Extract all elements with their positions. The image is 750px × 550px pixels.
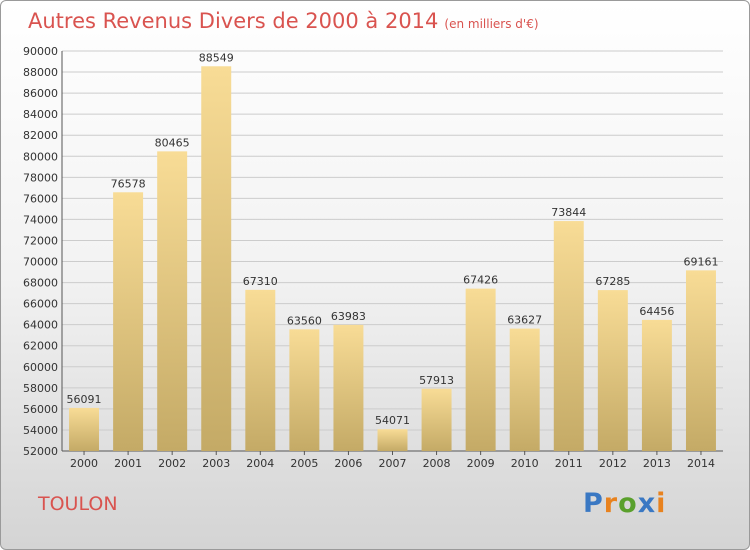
x-tick-label-2002: 2002 <box>158 457 186 470</box>
logo-letter-p: P <box>583 488 604 519</box>
y-tick-label: 60000 <box>23 361 58 374</box>
y-tick-label: 66000 <box>23 298 58 311</box>
x-tick-label-2013: 2013 <box>643 457 671 470</box>
value-label-2007: 54071 <box>375 414 410 427</box>
x-tick-label-2006: 2006 <box>334 457 362 470</box>
bar-2009 <box>465 288 496 451</box>
x-tick-label-2005: 2005 <box>290 457 318 470</box>
y-tick-label: 68000 <box>23 277 58 290</box>
bar-2000 <box>69 407 100 451</box>
logo-letter-o: o <box>618 488 638 519</box>
y-tick-label: 78000 <box>23 171 58 184</box>
chart-title-text: Autres Revenus Divers de 2000 à 2014 <box>28 9 439 33</box>
x-tick-label-2000: 2000 <box>70 457 98 470</box>
x-tick-label-2010: 2010 <box>511 457 539 470</box>
x-tick-label-2009: 2009 <box>467 457 495 470</box>
bar-2001 <box>113 192 144 451</box>
y-tick-label: 74000 <box>23 213 58 226</box>
bar-2011 <box>553 221 584 451</box>
value-label-2014: 69161 <box>683 255 718 268</box>
y-tick-label: 86000 <box>23 87 58 100</box>
value-label-2003: 88549 <box>199 51 234 64</box>
value-label-2005: 63560 <box>287 314 322 327</box>
logo-letter-i: i <box>656 488 667 519</box>
bar-2003 <box>201 66 232 451</box>
value-label-2012: 67285 <box>595 275 630 288</box>
proxiti-logo: Proxi <box>583 488 666 519</box>
y-tick-label: 56000 <box>23 403 58 416</box>
value-label-2001: 76578 <box>111 177 146 190</box>
bar-2012 <box>597 290 628 451</box>
x-tick-label-2001: 2001 <box>114 457 142 470</box>
value-label-2004: 67310 <box>243 275 278 288</box>
chart-title: Autres Revenus Divers de 2000 à 2014 (en … <box>28 9 539 33</box>
value-label-2002: 80465 <box>155 136 190 149</box>
y-tick-label: 76000 <box>23 192 58 205</box>
bar-2008 <box>421 388 452 451</box>
y-tick-label: 58000 <box>23 382 58 395</box>
y-tick-label: 90000 <box>23 45 58 58</box>
value-label-2013: 64456 <box>639 305 674 318</box>
y-tick-label: 84000 <box>23 108 58 121</box>
x-tick-label-2004: 2004 <box>246 457 274 470</box>
y-tick-label: 80000 <box>23 150 58 163</box>
y-tick-label: 62000 <box>23 340 58 353</box>
chart-unit: (en milliers d'€) <box>444 17 539 31</box>
bar-2010 <box>509 328 540 451</box>
value-label-2009: 67426 <box>463 274 498 287</box>
y-tick-label: 72000 <box>23 234 58 247</box>
x-tick-label-2014: 2014 <box>687 457 715 470</box>
bar-2013 <box>641 319 672 451</box>
bar-2005 <box>289 329 320 451</box>
value-label-2006: 63983 <box>331 310 366 323</box>
value-label-2010: 63627 <box>507 314 542 327</box>
x-tick-label-2011: 2011 <box>555 457 583 470</box>
x-tick-label-2012: 2012 <box>599 457 627 470</box>
bar-2014 <box>685 270 716 451</box>
city-label: TOULON <box>38 493 118 515</box>
y-tick-label: 52000 <box>23 445 58 458</box>
bar-2004 <box>245 289 276 451</box>
bar-2006 <box>333 324 364 451</box>
y-tick-label: 64000 <box>23 319 58 332</box>
logo-letter-x: x <box>637 488 657 519</box>
bar-2002 <box>157 151 188 452</box>
y-tick-label: 70000 <box>23 256 58 269</box>
value-label-2008: 57913 <box>419 374 454 387</box>
value-label-2000: 56091 <box>67 393 102 406</box>
value-label-2011: 73844 <box>551 206 586 219</box>
bar-2007 <box>377 429 408 451</box>
y-tick-label: 82000 <box>23 129 58 142</box>
x-tick-label-2008: 2008 <box>423 457 451 470</box>
y-tick-label: 88000 <box>23 66 58 79</box>
x-tick-label-2007: 2007 <box>379 457 407 470</box>
x-tick-label-2003: 2003 <box>202 457 230 470</box>
y-tick-label: 54000 <box>23 424 58 437</box>
logo-letter-r: r <box>603 488 619 519</box>
